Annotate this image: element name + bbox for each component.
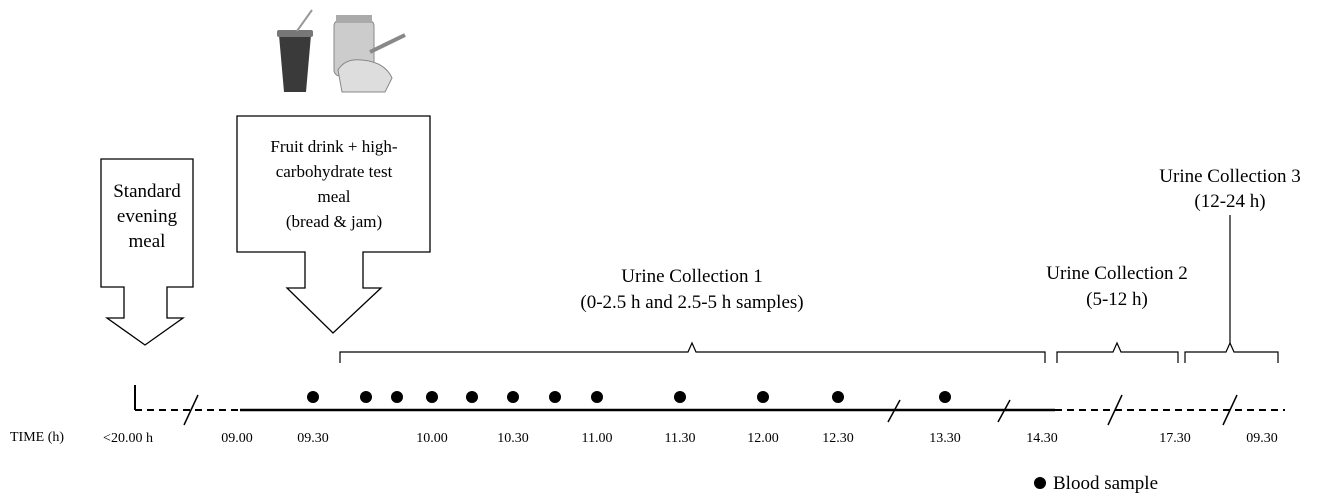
axis-label: TIME (h) xyxy=(10,430,64,445)
meal-text: evening xyxy=(117,206,178,227)
legend-label: Blood sample xyxy=(1053,473,1158,494)
time-tick-label: 10.00 xyxy=(416,431,448,446)
meal-text: carbohydrate test xyxy=(276,162,393,181)
meal-arrow-2 xyxy=(236,115,431,334)
meal-text: meal xyxy=(317,187,350,206)
time-tick-label: 09.00 xyxy=(221,431,253,446)
time-tick-label: 11.00 xyxy=(582,431,613,446)
meal-arrow-1 xyxy=(100,158,194,346)
braces xyxy=(339,215,1279,363)
collection-detail: (12-24 h) xyxy=(1194,191,1265,212)
bread-jam-icon xyxy=(333,15,406,93)
collection-title: Urine Collection 1 xyxy=(621,266,762,287)
time-tick-label: 10.30 xyxy=(497,431,529,446)
collection-detail: (0-2.5 h and 2.5-5 h samples) xyxy=(580,292,803,313)
time-tick-label: 12.00 xyxy=(747,431,779,446)
collection-title: Urine Collection 2 xyxy=(1046,263,1187,284)
time-tick-label: 11.30 xyxy=(665,431,696,446)
time-tick-label: 13.30 xyxy=(929,431,961,446)
time-tick-label: 09.30 xyxy=(1246,431,1278,446)
time-tick-label: 14.30 xyxy=(1026,431,1058,446)
meal-text: Fruit drink + high- xyxy=(270,137,398,156)
collection-detail: (5-12 h) xyxy=(1086,289,1148,310)
timeline xyxy=(134,385,1285,426)
drink-icon xyxy=(277,9,313,92)
blood-sample-dots xyxy=(307,391,951,403)
time-tick-label: <20.00 h xyxy=(103,431,153,446)
meal-text: Standard xyxy=(113,181,181,202)
legend-dot xyxy=(1034,477,1046,489)
time-tick-label: 12.30 xyxy=(822,431,854,446)
time-tick-label: 09.30 xyxy=(297,431,329,446)
meal-text: (bread & jam) xyxy=(286,212,382,231)
time-tick-label: 17.30 xyxy=(1159,431,1191,446)
meal-text: meal xyxy=(129,231,166,252)
collection-title: Urine Collection 3 xyxy=(1159,166,1300,187)
